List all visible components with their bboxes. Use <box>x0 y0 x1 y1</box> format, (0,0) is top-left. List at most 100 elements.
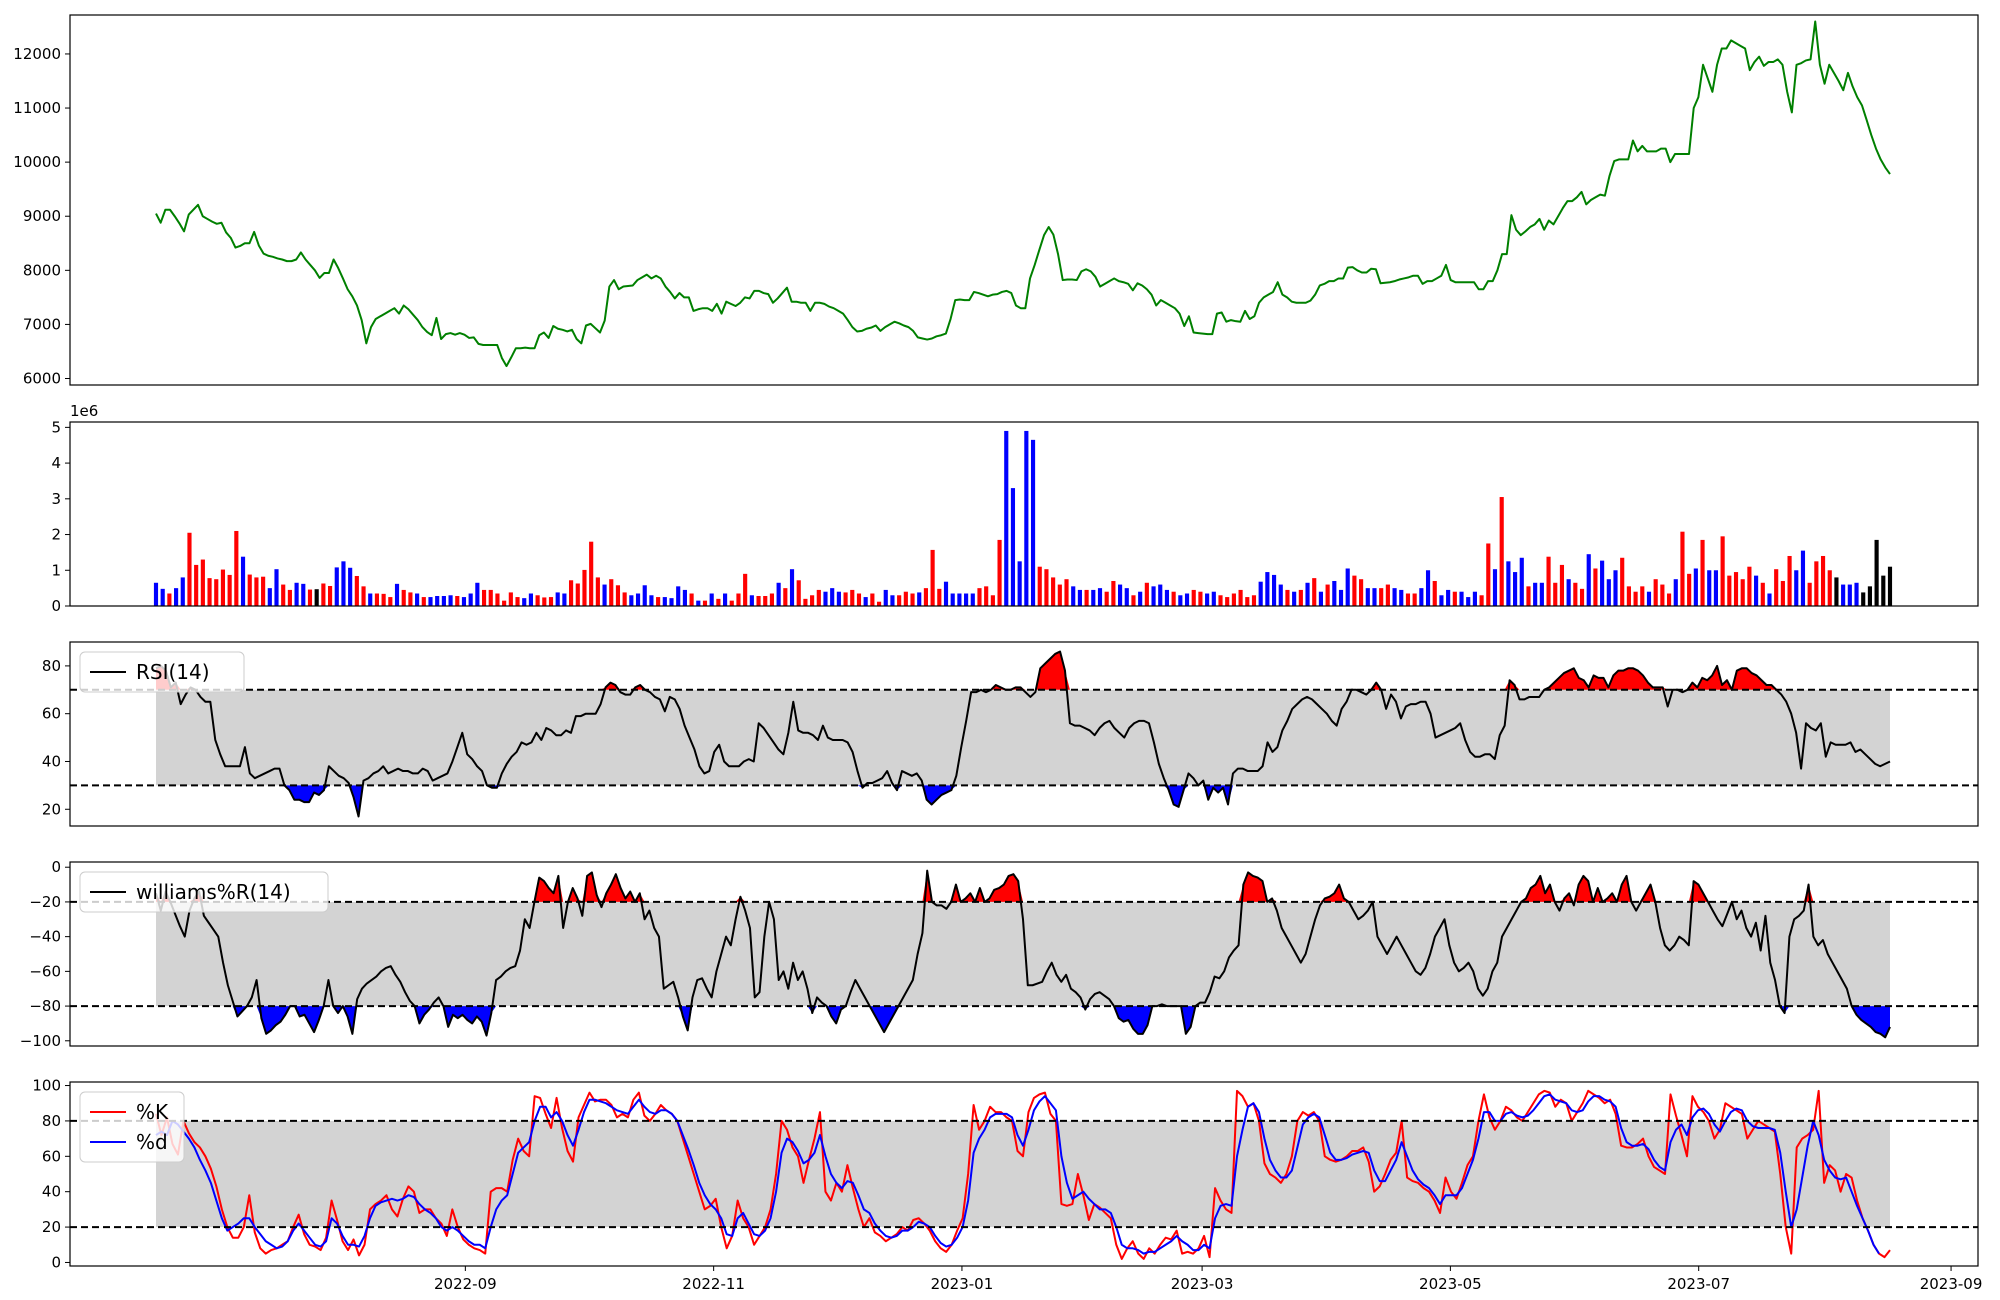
volume-bar <box>1318 591 1323 606</box>
volume-bar <box>428 597 433 606</box>
legend: williams%R(14) <box>79 871 329 913</box>
volume-bar <box>1459 591 1464 606</box>
volume-bar <box>1740 579 1745 606</box>
volume-bar <box>1660 584 1665 606</box>
x-tick-label: 2023-07 <box>1667 1275 1730 1293</box>
volume-bar <box>836 591 841 606</box>
volume-bar <box>1653 579 1658 606</box>
volume-bar <box>1566 579 1571 606</box>
y-tick-label: 0 <box>51 1253 61 1271</box>
volume-bar <box>850 589 855 606</box>
legend-label: williams%R(14) <box>136 880 291 904</box>
y-tick-label: 5 <box>51 418 61 436</box>
y-tick-label: 4 <box>51 454 61 472</box>
axes-frame <box>69 421 1979 607</box>
volume-bar <box>1205 593 1210 606</box>
volume-bar <box>1687 573 1692 606</box>
y-tick-label: 80 <box>42 1112 61 1130</box>
axes-frame <box>69 861 1979 1047</box>
rsi-line <box>155 650 1891 818</box>
overbought-fill <box>156 651 1890 690</box>
volume-bar <box>1399 589 1404 606</box>
volume-bar <box>823 591 828 606</box>
volume-bar <box>1278 584 1283 606</box>
volume-bar <box>408 592 413 606</box>
volume-bar <box>1492 569 1498 606</box>
volume-bar <box>200 559 205 606</box>
volume-bar <box>1526 586 1531 606</box>
legend-label: %K <box>136 1100 169 1124</box>
volume-bar <box>736 593 741 606</box>
volume-bar <box>1814 561 1819 606</box>
volume-bar <box>970 593 975 606</box>
volume-bar <box>247 574 252 606</box>
y-tick-label: 40 <box>42 752 61 770</box>
volume-bar <box>1064 579 1069 606</box>
volume-bar <box>227 574 232 606</box>
axes-frame <box>69 641 1979 827</box>
volume-bar <box>542 597 547 606</box>
volume-bar <box>1673 579 1678 606</box>
volume-bar <box>1847 584 1852 606</box>
volume-bar <box>562 593 567 606</box>
volume-bar <box>1419 588 1424 606</box>
volume-bar <box>1211 591 1216 606</box>
volume-bar <box>1077 589 1082 606</box>
volume-bar <box>240 556 246 606</box>
volume-bar <box>1425 570 1431 606</box>
volume-bar <box>702 600 708 606</box>
volume-bar <box>1747 566 1752 606</box>
axis-offset-label: 1e6 <box>70 402 98 420</box>
volume-bar <box>194 564 199 606</box>
volume-bar <box>1486 543 1491 606</box>
volume-bar <box>1620 557 1625 606</box>
volume-bar <box>341 561 346 606</box>
volume-bar <box>327 585 333 606</box>
volume-bar <box>1258 581 1263 606</box>
x-tick-label: 2023-05 <box>1419 1275 1482 1293</box>
volume-bar <box>1666 593 1672 606</box>
volume-bar <box>830 588 835 606</box>
volume-bar <box>1606 579 1611 606</box>
volume-bar <box>281 584 286 606</box>
volume-bar <box>756 596 761 606</box>
volume-bar <box>1820 555 1826 606</box>
percent-d-line <box>155 1093 1880 1255</box>
volume-bar <box>669 598 674 606</box>
volume-bar <box>923 588 928 606</box>
volume-bar <box>1881 575 1886 606</box>
volume-bar <box>950 593 955 606</box>
volume-bar <box>615 585 621 606</box>
y-tick-label: 1 <box>51 561 61 579</box>
volume-bar <box>1466 597 1471 606</box>
volume-bar <box>1780 580 1785 606</box>
volume-bar <box>843 592 848 606</box>
volume-bar <box>569 580 574 606</box>
volume-bar <box>508 592 513 606</box>
volume-bar <box>723 593 728 606</box>
volume-bar <box>1118 584 1123 606</box>
legend-box <box>79 1091 185 1163</box>
volume-bar <box>354 575 359 606</box>
volume-bar <box>662 597 667 606</box>
volume-bar <box>1285 589 1290 606</box>
volume-bar <box>522 598 527 606</box>
volume-bar <box>803 598 808 606</box>
volume-bar <box>629 595 634 606</box>
volume-bar <box>575 583 580 606</box>
volume-bar <box>394 583 400 606</box>
volume-bar <box>816 589 821 606</box>
volume-bar <box>1640 586 1645 606</box>
volume-bar <box>984 586 989 606</box>
volume-bar <box>1834 577 1839 606</box>
volume-bar <box>1010 488 1016 606</box>
volume-bar <box>1138 591 1143 606</box>
volume-bar <box>1225 597 1230 606</box>
volume-bar <box>856 593 862 606</box>
volume-bar <box>1854 582 1859 606</box>
volume-bar <box>167 593 172 606</box>
volume-bar <box>1359 579 1364 606</box>
volume-bar <box>1586 554 1591 606</box>
legend-label: RSI(14) <box>136 660 210 684</box>
volume-bar <box>1171 591 1176 606</box>
